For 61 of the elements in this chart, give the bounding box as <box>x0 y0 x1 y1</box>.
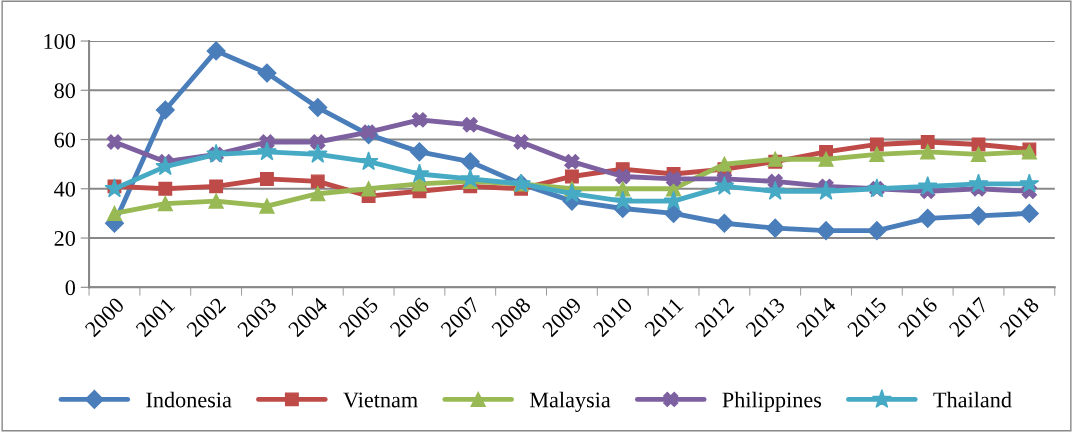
point <box>409 142 429 162</box>
point <box>765 180 786 200</box>
point <box>360 181 377 197</box>
point <box>917 175 938 195</box>
point <box>714 213 734 233</box>
point <box>307 143 328 163</box>
point <box>257 63 277 83</box>
point <box>918 208 938 228</box>
point <box>818 151 834 167</box>
point <box>564 154 580 170</box>
y-tick-label: 20 <box>54 230 76 246</box>
legend-label: Malaysia <box>529 391 611 412</box>
point <box>259 198 275 214</box>
y-tick-label: 80 <box>54 83 76 99</box>
point <box>564 169 579 184</box>
point <box>158 181 173 196</box>
point <box>157 195 173 212</box>
y-tick-label: 60 <box>54 132 76 148</box>
legend-label: Indonesia <box>146 391 232 408</box>
point <box>308 97 328 118</box>
point <box>462 117 478 133</box>
y-tick-label: 40 <box>54 181 76 197</box>
point <box>460 168 481 188</box>
point <box>155 100 175 120</box>
point <box>612 190 633 210</box>
point <box>206 41 226 61</box>
point <box>460 152 480 172</box>
point <box>920 144 936 160</box>
legend-label: Vietnam <box>343 392 418 408</box>
point <box>513 134 529 150</box>
point <box>920 135 935 149</box>
point <box>310 186 326 202</box>
point <box>714 175 735 195</box>
legend-label: Philippines <box>722 391 822 412</box>
point <box>208 193 224 209</box>
point <box>209 179 224 194</box>
point <box>665 171 682 187</box>
point <box>1019 173 1040 193</box>
y-tick-label: 0 <box>65 280 76 296</box>
point <box>411 112 428 128</box>
point <box>816 180 836 200</box>
point <box>970 146 987 162</box>
point <box>106 205 123 222</box>
point <box>664 203 684 223</box>
legend-label: Thailand <box>933 391 1012 408</box>
point <box>257 141 277 161</box>
point <box>765 218 785 238</box>
point <box>867 221 887 241</box>
point <box>615 168 631 185</box>
point <box>968 206 989 226</box>
point <box>360 124 377 140</box>
point <box>1019 203 1039 223</box>
point <box>310 174 325 189</box>
point <box>358 151 379 171</box>
point <box>968 173 989 193</box>
point <box>716 156 733 172</box>
point <box>816 221 836 241</box>
point <box>260 171 274 186</box>
point <box>869 146 885 162</box>
y-tick-label: 100 <box>44 33 76 49</box>
point <box>310 134 326 150</box>
